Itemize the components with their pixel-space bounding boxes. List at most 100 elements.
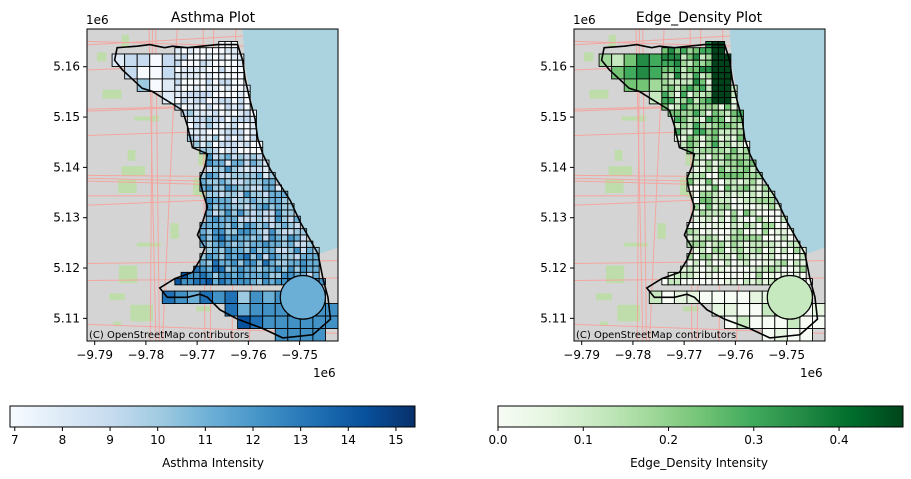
census-tract xyxy=(755,240,763,248)
census-tract xyxy=(212,109,220,117)
census-tract xyxy=(799,315,813,329)
census-tract xyxy=(699,147,707,155)
census-tract xyxy=(661,90,669,99)
census-tract xyxy=(780,259,788,267)
census-tract xyxy=(742,215,751,223)
census-tract xyxy=(730,197,738,205)
census-tract xyxy=(686,97,694,105)
census-tract xyxy=(180,72,188,80)
census-tract xyxy=(218,84,226,92)
census-tract xyxy=(730,122,738,130)
census-tract xyxy=(268,190,276,198)
census-tract xyxy=(686,265,694,273)
census-tract xyxy=(755,253,763,261)
census-tract xyxy=(749,315,763,329)
census-tract xyxy=(686,84,694,92)
census-tract xyxy=(648,53,663,67)
census-tract xyxy=(755,197,763,205)
census-tract xyxy=(243,215,251,223)
basemap-park xyxy=(614,149,623,161)
census-tract xyxy=(774,246,782,255)
census-tract xyxy=(680,134,688,142)
census-tract xyxy=(699,259,707,267)
census-tract xyxy=(742,278,751,286)
census-tract xyxy=(205,140,213,149)
census-tract xyxy=(705,159,713,167)
census-tract xyxy=(761,209,769,217)
census-tract xyxy=(218,178,226,186)
census-tract xyxy=(243,128,251,136)
census-tract xyxy=(268,265,276,273)
basemap-park xyxy=(150,115,159,122)
census-tract xyxy=(692,197,700,205)
census-tract xyxy=(648,65,663,80)
edge-density-map[interactable] xyxy=(574,29,825,341)
census-tract xyxy=(230,271,239,280)
census-tract xyxy=(774,228,782,236)
census-tract xyxy=(774,253,782,261)
census-tract xyxy=(717,90,726,99)
edge-density-colorbar-label: Edge_Density Intensity xyxy=(630,456,768,470)
census-tract xyxy=(281,240,289,248)
census-tract xyxy=(768,197,776,205)
census-tract xyxy=(736,271,744,280)
census-tract xyxy=(705,47,713,55)
census-tract xyxy=(218,140,226,149)
census-tract xyxy=(205,209,213,217)
census-tract xyxy=(249,153,257,161)
census-tract xyxy=(243,253,251,261)
census-tract xyxy=(262,215,270,223)
census-tract xyxy=(212,271,220,280)
census-tract xyxy=(224,228,232,236)
census-tract xyxy=(312,259,320,267)
census-tract xyxy=(673,59,682,67)
census-tract xyxy=(249,190,257,198)
census-tract xyxy=(230,47,239,55)
census-tract xyxy=(717,159,726,167)
census-tract xyxy=(705,259,713,267)
census-tract xyxy=(699,97,707,105)
census-tract xyxy=(193,122,201,130)
census-tract xyxy=(673,103,682,111)
census-tract xyxy=(249,271,257,280)
census-tract xyxy=(761,197,769,205)
census-tract xyxy=(692,78,700,86)
census-tract xyxy=(711,109,719,117)
census-tract xyxy=(255,184,264,192)
census-tract xyxy=(680,140,688,149)
census-tract xyxy=(230,278,239,286)
census-tract xyxy=(724,228,732,236)
census-tract xyxy=(237,228,245,236)
asthma-attribution: (C) OpenStreetMap contributors xyxy=(89,330,249,341)
census-tract xyxy=(193,53,201,61)
census-tract xyxy=(262,265,270,273)
census-tract xyxy=(686,72,694,80)
census-tract xyxy=(699,153,707,161)
census-tract xyxy=(218,172,226,180)
census-tract xyxy=(274,197,282,205)
census-tract xyxy=(717,246,726,255)
census-tract xyxy=(661,65,669,74)
census-tract xyxy=(161,53,176,67)
census-tract xyxy=(673,72,682,80)
census-tract xyxy=(218,103,226,111)
census-tract xyxy=(736,221,744,230)
census-tract xyxy=(237,72,245,80)
census-tract xyxy=(224,190,232,198)
census-tract xyxy=(218,234,226,242)
census-tract xyxy=(717,109,726,117)
census-tract xyxy=(774,215,782,223)
census-tract xyxy=(717,172,726,180)
census-tract xyxy=(205,59,213,67)
basemap-park xyxy=(193,178,202,196)
census-tract xyxy=(224,240,232,248)
census-tract xyxy=(699,215,707,223)
census-tract xyxy=(705,253,713,261)
asthma-map[interactable] xyxy=(87,29,338,341)
census-tract xyxy=(699,234,707,242)
basemap-park xyxy=(657,223,666,239)
census-tract xyxy=(692,53,700,61)
census-tract xyxy=(174,97,182,105)
census-tract xyxy=(711,165,719,173)
census-tract xyxy=(680,122,688,130)
